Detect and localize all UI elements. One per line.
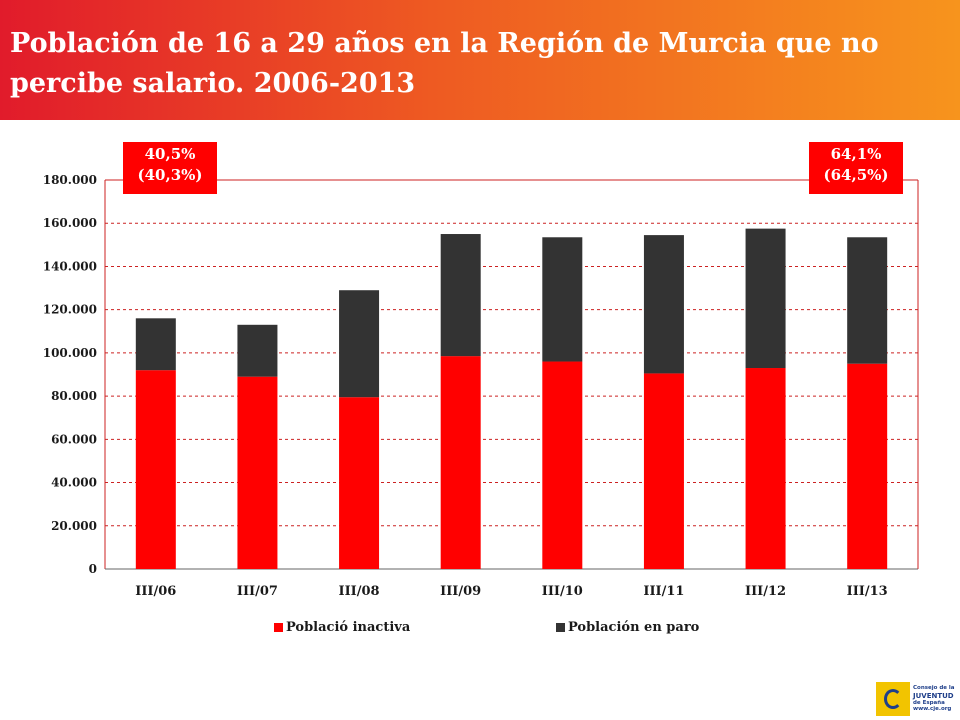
- header-banner: Población de 16 a 29 años en la Región d…: [0, 0, 960, 120]
- legend-item-inactiva: Poblaciό inactiva: [274, 620, 410, 635]
- callout-left-previous: (40,3%): [137, 166, 203, 184]
- bar-paro: [135, 318, 176, 371]
- bar-inactiva: [339, 397, 380, 569]
- logo-line-4: www.cje.org: [913, 706, 952, 713]
- x-tick-label: III/13: [847, 584, 888, 599]
- x-tick-label: III/08: [339, 584, 380, 599]
- bar-paro: [643, 235, 684, 374]
- y-tick-label: 0: [89, 562, 97, 576]
- callout-right-value: 64,1%: [830, 145, 882, 163]
- x-tick-label: III/11: [643, 584, 684, 599]
- y-tick-label: 160.000: [43, 216, 97, 230]
- y-tick-label: 80.000: [51, 389, 97, 403]
- stacked-bar-chart: 0 20.000 40.000 60.000 80.000 100.000 120.000 1…: [43, 173, 919, 599]
- y-tick-label: 180.000: [43, 173, 97, 187]
- bar-inactiva: [847, 363, 888, 569]
- x-tick-label: III/07: [237, 584, 278, 599]
- x-tick-label: III/12: [745, 584, 786, 599]
- legend-swatch-inactiva: [274, 623, 283, 632]
- callout-left-value: 40,5%: [144, 145, 196, 163]
- bar-inactiva: [440, 356, 481, 569]
- bar-inactiva: [745, 368, 786, 569]
- bar-inactiva: [542, 361, 583, 569]
- legend-label-inactiva: Poblaciό inactiva: [286, 620, 411, 635]
- x-tick-label: III/09: [440, 584, 481, 599]
- x-tick-label: III/06: [135, 584, 176, 599]
- y-tick-label: 40.000: [51, 476, 97, 490]
- callout-right-previous: (64,5%): [823, 166, 889, 184]
- x-tick-label: III/10: [542, 584, 583, 599]
- legend-swatch-paro: [556, 623, 565, 632]
- y-tick-label: 60.000: [51, 432, 97, 446]
- bar-paro: [339, 290, 380, 398]
- y-tick-label: 20.000: [51, 519, 97, 533]
- bar-inactiva: [135, 370, 176, 569]
- legend-item-paro: Población en paro: [556, 620, 699, 635]
- bar-paro: [440, 234, 481, 357]
- y-tick-label: 140.000: [43, 259, 97, 273]
- bar-paro: [237, 324, 278, 377]
- bar-paro: [542, 237, 583, 362]
- legend-label-paro: Población en paro: [568, 620, 700, 635]
- y-tick-label: 100.000: [43, 346, 97, 360]
- bar-inactiva: [643, 373, 684, 569]
- cje-logo: Consejo de la JUVENTUD de España www.cje…: [876, 680, 956, 718]
- cje-logo-text: Consejo de la JUVENTUD de España www.cje…: [913, 685, 955, 713]
- logo-line-2: JUVENTUD: [913, 691, 954, 700]
- logo-line-3: de España: [913, 699, 945, 706]
- logo-line-1: Consejo de la: [913, 685, 955, 692]
- bar-inactiva: [237, 376, 278, 569]
- callout-left-percentage: 40,5% (40,3%): [123, 142, 217, 194]
- cje-logo-mark-icon: [876, 682, 910, 716]
- y-tick-label: 120.000: [43, 303, 97, 317]
- page-title: Población de 16 a 29 años en la Región d…: [10, 28, 879, 99]
- bar-paro: [745, 228, 786, 369]
- callout-right-percentage: 64,1% (64,5%): [809, 142, 903, 194]
- bar-paro: [847, 237, 888, 364]
